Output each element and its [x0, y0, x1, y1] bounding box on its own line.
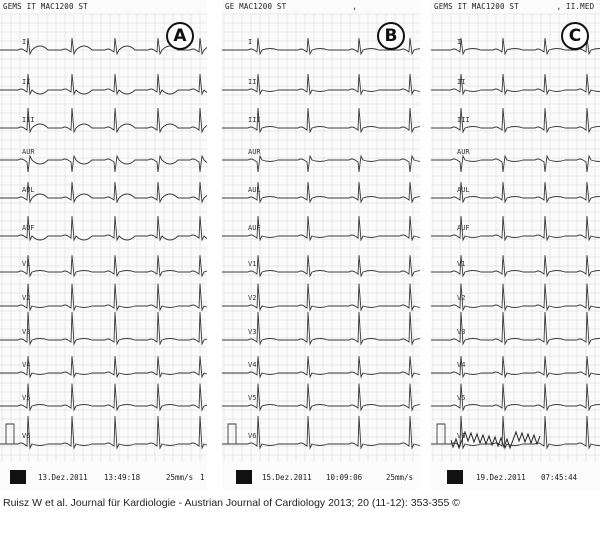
lead-label: V4 — [248, 361, 257, 369]
lead-label: II — [22, 78, 31, 86]
ecg-trace-svg — [431, 13, 600, 462]
paper-speed: 25mm/s — [166, 473, 194, 482]
ecg-panel-b: GE MAC1200 ST , B 15.Dez.2011 10:09:06 2… — [222, 0, 420, 490]
lead-label: V5 — [248, 394, 257, 402]
calibration-block — [10, 470, 26, 484]
lead-label: V3 — [22, 328, 31, 336]
lead-label: V6 — [248, 432, 257, 440]
panel-badge: B — [377, 22, 405, 50]
recording-date: 15.Dez.2011 — [262, 473, 312, 482]
panel-badge: C — [561, 22, 589, 50]
lead-label: III — [248, 116, 261, 124]
figure-caption: Ruisz W et al. Journal für Kardiologie -… — [3, 497, 460, 509]
lead-label: V4 — [457, 361, 466, 369]
footer-trailing-digit: 1 — [200, 473, 205, 482]
lead-label: AUL — [22, 186, 35, 194]
lead-label: AUR — [248, 148, 261, 156]
recording-time: 13:49:18 — [104, 473, 141, 482]
lead-label: V6 — [457, 432, 466, 440]
ecg-trace-svg — [222, 13, 420, 462]
lead-label: I — [22, 38, 27, 46]
lead-label: I — [457, 38, 462, 46]
lead-label: V5 — [457, 394, 466, 402]
ecg-panel-a: GEMS IT MAC1200 ST A 13.Dez.2011 13:49:1… — [0, 0, 207, 490]
lead-label: V2 — [248, 294, 257, 302]
lead-label: II — [248, 78, 257, 86]
lead-label: AUR — [22, 148, 35, 156]
device-header: GE MAC1200 ST , — [225, 2, 358, 11]
recording-footer: 15.Dez.2011 10:09:06 25mm/s — [222, 473, 420, 485]
recording-date: 13.Dez.2011 — [38, 473, 88, 482]
lead-label: V1 — [457, 260, 466, 268]
lead-label: V1 — [22, 260, 31, 268]
lead-label: I — [248, 38, 253, 46]
lead-label: AUL — [248, 186, 261, 194]
lead-label: AUR — [457, 148, 470, 156]
lead-label: AUF — [22, 224, 35, 232]
lead-label: V1 — [248, 260, 257, 268]
lead-label: III — [457, 116, 470, 124]
recording-date: 19.Dez.2011 — [476, 473, 526, 482]
device-header: GEMS IT MAC1200 ST — [3, 2, 88, 11]
lead-label: V3 — [248, 328, 257, 336]
calibration-block — [447, 470, 463, 484]
recording-footer: 13.Dez.2011 13:49:18 25mm/s 1 — [0, 473, 207, 485]
panel-badge: A — [166, 22, 194, 50]
ecg-trace-svg — [0, 13, 207, 462]
lead-label: AUF — [248, 224, 261, 232]
lead-label: II — [457, 78, 466, 86]
lead-label: V5 — [22, 394, 31, 402]
device-header: GEMS IT MAC1200 ST , II.MED 13B — [434, 2, 600, 11]
lead-label: AUF — [457, 224, 470, 232]
lead-label: V2 — [457, 294, 466, 302]
paper-speed: 25mm/s — [386, 473, 414, 482]
lead-label: V2 — [22, 294, 31, 302]
recording-footer: 19.Dez.2011 07:45:44 — [431, 473, 600, 485]
lead-label: V4 — [22, 361, 31, 369]
recording-time: 07:45:44 — [541, 473, 578, 482]
calibration-block — [236, 470, 252, 484]
lead-label: V6 — [22, 432, 31, 440]
recording-time: 10:09:06 — [326, 473, 363, 482]
ecg-panel-c: GEMS IT MAC1200 ST , II.MED 13B C 19.Dez… — [431, 0, 600, 490]
lead-label: III — [22, 116, 35, 124]
lead-label: V3 — [457, 328, 466, 336]
lead-label: AUL — [457, 186, 470, 194]
